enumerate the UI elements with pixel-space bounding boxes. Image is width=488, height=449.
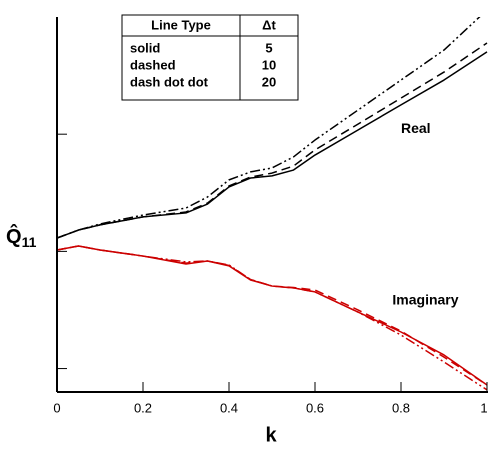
data-line [57, 245, 488, 386]
legend-header: Δt [262, 17, 276, 32]
legend-header: Line Type [151, 17, 211, 32]
legend-dt: 10 [262, 57, 276, 72]
data-line [57, 245, 488, 391]
x-tick-label: 0.8 [392, 400, 410, 415]
legend-style: dash dot dot [130, 74, 209, 89]
legend-style: dashed [130, 57, 176, 72]
y-axis-label: Q̂11 [6, 224, 37, 250]
legend-box [121, 14, 299, 101]
annotation: Imaginary [392, 291, 458, 307]
y-label-subscript: 11 [22, 234, 37, 250]
x-axis-label: k [265, 424, 277, 446]
data-line [57, 245, 488, 386]
legend-dt: 5 [265, 40, 272, 55]
x-tick-label: 0.2 [134, 400, 152, 415]
y-label-main: Q̂ [6, 224, 22, 249]
legend-table: Line Type Δt solid 5 dashed 10 dash dot dot 20 [121, 14, 299, 101]
plot-area [57, 17, 488, 391]
x-tick-label: 1 [480, 400, 487, 415]
legend-style: solid [130, 40, 160, 55]
annotation: Real [401, 120, 431, 136]
x-tick-label: 0.4 [220, 400, 238, 415]
data-line [57, 42, 488, 239]
data-line [57, 17, 481, 239]
x-tick-label: 0.6 [306, 400, 324, 415]
x-tick-label: 0 [53, 400, 60, 415]
legend-dt: 20 [262, 74, 276, 89]
